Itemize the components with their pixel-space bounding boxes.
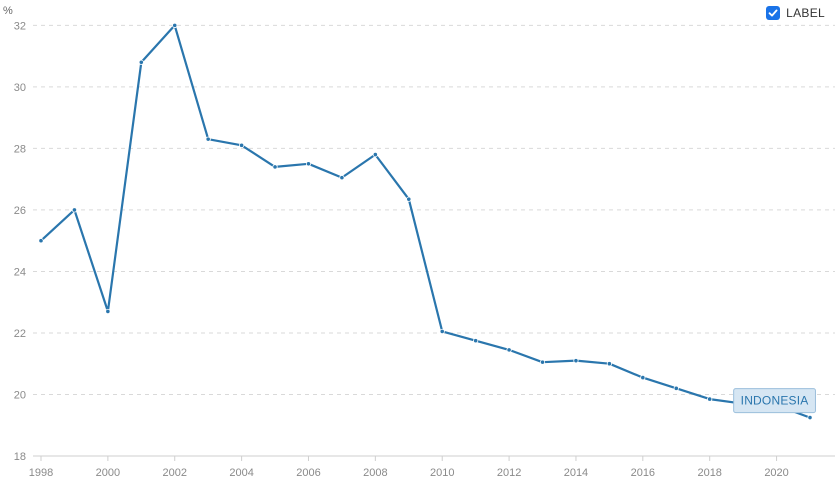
data-point[interactable] xyxy=(305,161,312,167)
y-tick-label: 30 xyxy=(14,82,26,94)
legend-toggle[interactable]: LABEL xyxy=(766,6,825,20)
y-tick-label: 24 xyxy=(14,266,26,278)
data-point[interactable] xyxy=(640,374,646,381)
x-tick-label: 2014 xyxy=(564,467,588,479)
grid-lines xyxy=(33,24,835,457)
series-line xyxy=(40,24,811,419)
data-point[interactable] xyxy=(205,136,211,142)
data-point[interactable] xyxy=(138,59,144,65)
y-tick-label: 18 xyxy=(14,451,26,463)
series-name-box xyxy=(733,388,816,414)
y-tick-label: 22 xyxy=(14,328,26,340)
y-tick-label: 28 xyxy=(14,143,26,155)
data-point[interactable] xyxy=(707,396,713,402)
y-tick-label: 26 xyxy=(14,205,26,217)
data-point[interactable] xyxy=(539,359,546,365)
data-point[interactable] xyxy=(506,347,512,353)
y-axis-ticks: 18 20 22 24 26 28 30 32 xyxy=(14,20,26,463)
x-tick-label: 1998 xyxy=(29,467,53,479)
data-point[interactable] xyxy=(71,207,78,213)
x-tick-label: 2016 xyxy=(631,467,655,479)
y-tick-label: 20 xyxy=(14,389,26,401)
data-point[interactable] xyxy=(673,385,679,391)
data-point[interactable] xyxy=(473,338,479,344)
series-name-text: INDONESIA xyxy=(741,394,809,408)
checkbox-icon[interactable] xyxy=(766,6,781,20)
y-unit-label: % xyxy=(3,5,13,17)
x-tick-label: 2018 xyxy=(697,467,721,479)
x-tick-label: 2020 xyxy=(764,467,788,479)
data-point[interactable] xyxy=(372,151,378,158)
data-point[interactable] xyxy=(38,238,44,244)
data-point[interactable] xyxy=(573,358,579,364)
data-point[interactable] xyxy=(105,308,111,315)
x-tick-label: 2010 xyxy=(430,467,454,479)
series-name-badge: INDONESIA xyxy=(733,388,816,414)
data-point[interactable] xyxy=(172,22,178,28)
legend-label: LABEL xyxy=(786,6,825,20)
series-label: INDONESIA xyxy=(733,388,816,414)
x-tick-label: 2006 xyxy=(296,467,320,479)
x-tick-label: 2002 xyxy=(162,467,186,479)
x-axis-ticks: 1998 2000 2002 2004 2006 2008 2010 2012 2014 2016… xyxy=(29,456,789,479)
x-tick-label: 2008 xyxy=(363,467,387,479)
x-tick-label: 2004 xyxy=(229,467,253,479)
y-tick-label: 32 xyxy=(14,20,26,32)
data-point[interactable] xyxy=(606,361,612,367)
data-point[interactable] xyxy=(272,164,278,170)
data-point[interactable] xyxy=(339,175,345,181)
data-point[interactable] xyxy=(439,328,445,335)
x-tick-label: 2012 xyxy=(497,467,521,479)
data-point[interactable] xyxy=(807,414,813,421)
data-point[interactable] xyxy=(406,196,412,202)
data-point[interactable] xyxy=(239,142,245,148)
series-layer xyxy=(38,22,813,421)
x-tick-label: 2000 xyxy=(96,467,120,479)
